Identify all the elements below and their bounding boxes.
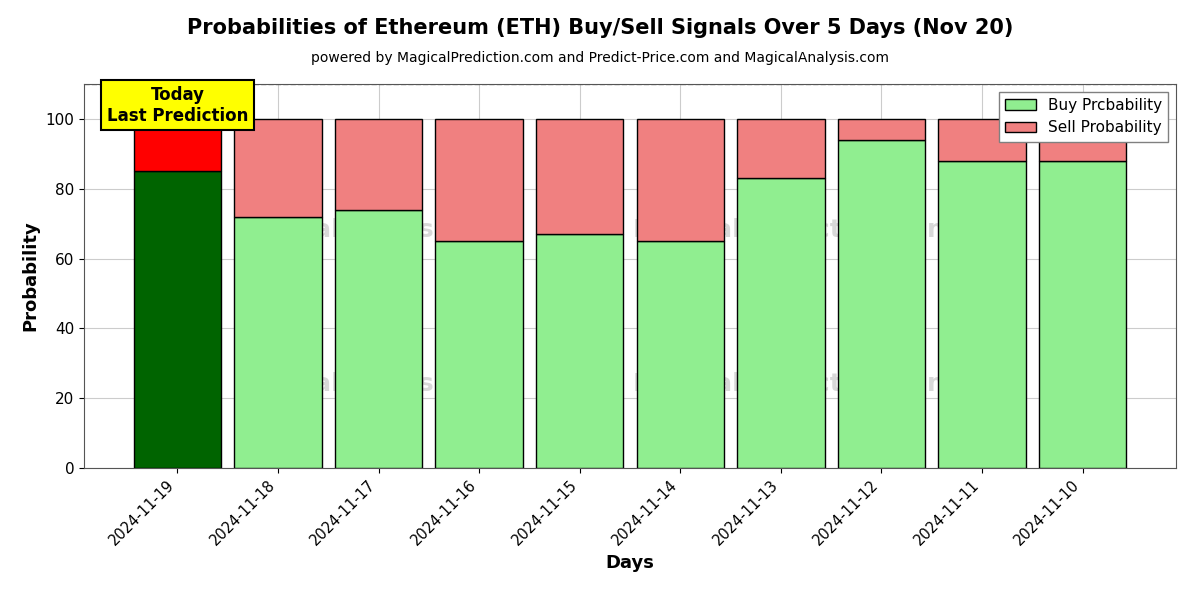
Bar: [536, 119, 624, 234]
Bar: [636, 241, 724, 468]
X-axis label: Days: Days: [606, 554, 654, 572]
Bar: [737, 178, 824, 468]
Text: MagicalAnalysis.com: MagicalAnalysis.com: [232, 218, 526, 242]
Bar: [938, 119, 1026, 161]
Bar: [1039, 161, 1127, 468]
Legend: Buy Prcbability, Sell Probability: Buy Prcbability, Sell Probability: [1000, 92, 1169, 142]
Text: powered by MagicalPrediction.com and Predict-Price.com and MagicalAnalysis.com: powered by MagicalPrediction.com and Pre…: [311, 51, 889, 65]
Text: Today
Last Prediction: Today Last Prediction: [107, 86, 248, 125]
Bar: [1039, 119, 1127, 161]
Bar: [536, 234, 624, 468]
Bar: [938, 161, 1026, 468]
Bar: [838, 119, 925, 140]
Text: Probabilities of Ethereum (ETH) Buy/Sell Signals Over 5 Days (Nov 20): Probabilities of Ethereum (ETH) Buy/Sell…: [187, 18, 1013, 38]
Bar: [234, 119, 322, 217]
Bar: [436, 241, 523, 468]
Text: MagicalPrediction.com: MagicalPrediction.com: [634, 218, 954, 242]
Bar: [737, 119, 824, 178]
Bar: [636, 119, 724, 241]
Y-axis label: Probability: Probability: [22, 221, 40, 331]
Bar: [335, 119, 422, 209]
Text: MagicalPrediction.com: MagicalPrediction.com: [634, 371, 954, 395]
Bar: [436, 119, 523, 241]
Text: MagicalAnalysis.com: MagicalAnalysis.com: [232, 371, 526, 395]
Bar: [335, 209, 422, 468]
Bar: [234, 217, 322, 468]
Bar: [838, 140, 925, 468]
Bar: [133, 171, 221, 468]
Bar: [133, 119, 221, 171]
